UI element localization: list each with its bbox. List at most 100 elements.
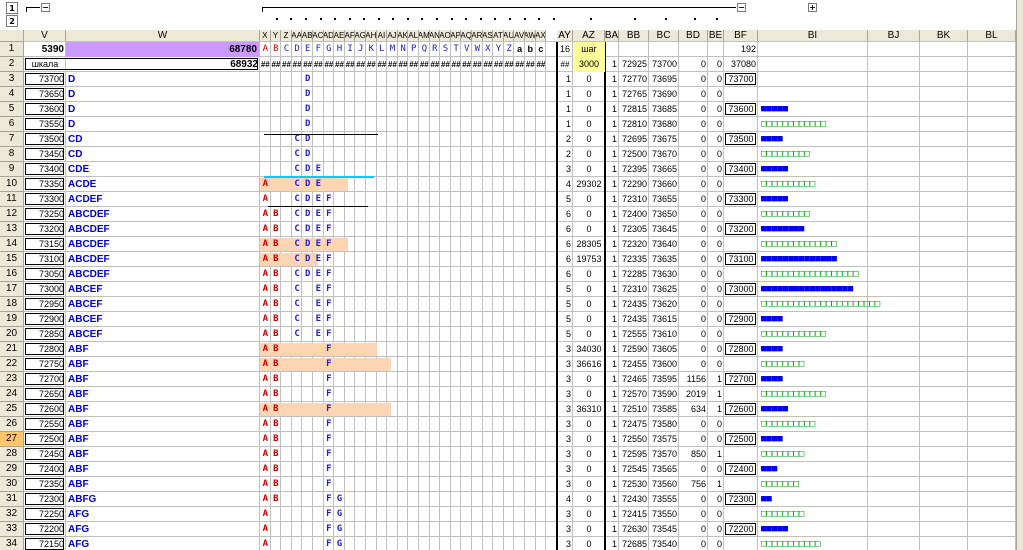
cell-ba[interactable]: 1 (611, 479, 617, 489)
cell-w[interactable]: ABF (68, 434, 89, 445)
cell-bb[interactable]: 72550 (621, 434, 647, 444)
cell-bf[interactable] (724, 267, 758, 282)
outline-level-1-button[interactable]: 1 (6, 2, 18, 14)
cell-w[interactable]: D (68, 119, 76, 130)
cell-ba[interactable]: 1 (611, 539, 617, 549)
cell-bb[interactable]: 72590 (621, 344, 647, 354)
row-header[interactable]: 29 (0, 462, 24, 477)
cell-ba[interactable]: 1 (611, 359, 617, 369)
cell-bb[interactable]: 72530 (621, 479, 647, 489)
cell-v[interactable]: 72700 (38, 374, 64, 384)
cell-ba[interactable]: 1 (611, 314, 617, 324)
cell-bd[interactable]: 0 (700, 284, 706, 294)
cell-w[interactable]: ABCEF (68, 284, 103, 295)
cell-ay[interactable]: 3 (565, 404, 571, 414)
cell-bf[interactable] (724, 177, 758, 192)
cell-az[interactable]: 0 (586, 164, 592, 174)
expand-group-button[interactable]: + (808, 3, 817, 12)
cell-ba[interactable]: 1 (611, 284, 617, 294)
cell-bc[interactable]: 73690 (651, 89, 677, 99)
cell-bc[interactable]: 73595 (651, 374, 677, 384)
cell-ay[interactable]: 5 (565, 284, 571, 294)
cell-az[interactable]: 0 (586, 524, 592, 534)
cell-bf[interactable] (724, 207, 758, 222)
cell-bd[interactable]: 0 (700, 539, 706, 549)
cell-bf[interactable] (724, 357, 758, 372)
cell-bc[interactable]: 73550 (651, 509, 677, 519)
cell-bb[interactable]: 72765 (621, 89, 647, 99)
cell-v[interactable]: 72500 (38, 434, 64, 444)
cell-ay[interactable]: 3 (565, 419, 571, 429)
cell-bd[interactable]: 0 (700, 464, 706, 474)
cell-az[interactable]: 0 (586, 464, 592, 474)
cell-be[interactable]: 0 (716, 209, 722, 219)
row-header[interactable]: 13 (0, 222, 24, 237)
cell-bb[interactable]: 72435 (621, 299, 647, 309)
cell-v[interactable]: 72550 (38, 419, 64, 429)
row-header[interactable]: 27 (0, 432, 24, 447)
cell-bf[interactable]: 73700 (728, 74, 754, 84)
cell-v[interactable]: 73500 (38, 134, 64, 144)
cell-bb[interactable]: 72400 (621, 209, 647, 219)
cell-bb[interactable]: 72285 (621, 269, 647, 279)
cell-be[interactable]: 0 (716, 494, 722, 504)
cell-ba[interactable]: 1 (611, 464, 617, 474)
cell-be[interactable]: 0 (716, 134, 722, 144)
cell-v[interactable]: 73650 (38, 89, 64, 99)
cell-bc[interactable]: 73670 (651, 149, 677, 159)
cell-az[interactable]: 0 (586, 479, 592, 489)
cell-w[interactable]: ACDEF (68, 194, 103, 205)
cell-az[interactable]: 28305 (576, 239, 602, 249)
cell-bc[interactable]: 73620 (651, 299, 677, 309)
cell-bf1[interactable]: 192 (740, 44, 756, 54)
cell-be[interactable]: 0 (716, 284, 722, 294)
cell-ba[interactable]: 1 (611, 524, 617, 534)
cell-ba[interactable]: 1 (611, 389, 617, 399)
cell-bd[interactable]: 0 (700, 104, 706, 114)
cell-az1[interactable]: шаг (573, 42, 605, 57)
cell-bc[interactable]: 73570 (651, 449, 677, 459)
cell-az[interactable]: 0 (586, 149, 592, 159)
cell-ba[interactable]: 1 (611, 194, 617, 204)
cell-w[interactable]: ABCDEF (68, 209, 110, 220)
cell-bc[interactable]: 73565 (651, 464, 677, 474)
cell-bb[interactable]: 72415 (621, 509, 647, 519)
cell-ay[interactable]: 5 (565, 329, 571, 339)
row-header[interactable]: 11 (0, 192, 24, 207)
cell-ba[interactable]: 1 (611, 269, 617, 279)
cell-bc[interactable]: 73655 (651, 194, 677, 204)
cell-w[interactable]: CDE (68, 164, 90, 175)
row-header[interactable]: 33 (0, 522, 24, 537)
cell-bd2[interactable]: 0 (700, 59, 706, 69)
cell-ba[interactable]: 1 (611, 254, 617, 264)
cell-ay[interactable]: 5 (565, 314, 571, 324)
cell-v[interactable]: 73050 (38, 269, 64, 279)
cell-bc[interactable]: 73615 (651, 314, 677, 324)
cell-ay[interactable]: 1 (565, 104, 571, 114)
cell-bf[interactable]: 73300 (728, 194, 754, 204)
cell-w[interactable]: AFG (68, 539, 90, 550)
cell-bd[interactable]: 2019 (685, 389, 706, 399)
cell-ay[interactable]: 5 (565, 299, 571, 309)
cell-v[interactable]: 73300 (38, 194, 64, 204)
cell-bb[interactable]: 72395 (621, 164, 647, 174)
cell-bc[interactable]: 73660 (651, 179, 677, 189)
cell-w[interactable]: ABCEF (68, 314, 103, 325)
cell-bb[interactable]: 72455 (621, 359, 647, 369)
cell-bf2[interactable]: 37080 (730, 59, 756, 69)
cell-bf[interactable]: 72800 (728, 344, 754, 354)
cell-bb[interactable]: 72695 (621, 134, 647, 144)
cell-be[interactable]: 1 (716, 389, 722, 399)
cell-bd[interactable]: 0 (700, 269, 706, 279)
cell-bc[interactable]: 73575 (651, 434, 677, 444)
cell-be[interactable]: 0 (716, 329, 722, 339)
cell-bf[interactable] (724, 327, 758, 342)
cell-ba[interactable]: 1 (611, 239, 617, 249)
cell-bb[interactable]: 72810 (621, 119, 647, 129)
cell-bb[interactable]: 72475 (621, 419, 647, 429)
cell-be[interactable]: 0 (716, 299, 722, 309)
cell-bc[interactable]: 73645 (651, 224, 677, 234)
cell-w2[interactable]: 68932 (230, 59, 258, 70)
cell-v[interactable]: 72250 (38, 509, 64, 519)
cell-w[interactable]: ABFG (68, 494, 97, 505)
